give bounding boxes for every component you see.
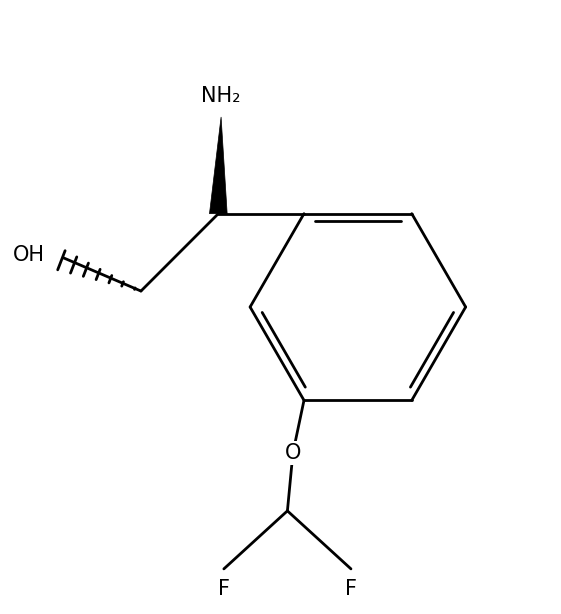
Text: OH: OH bbox=[13, 245, 45, 265]
Text: O: O bbox=[285, 443, 301, 463]
Text: F: F bbox=[345, 579, 357, 599]
Polygon shape bbox=[209, 117, 227, 214]
Text: F: F bbox=[218, 579, 230, 599]
Text: NH₂: NH₂ bbox=[201, 86, 241, 106]
